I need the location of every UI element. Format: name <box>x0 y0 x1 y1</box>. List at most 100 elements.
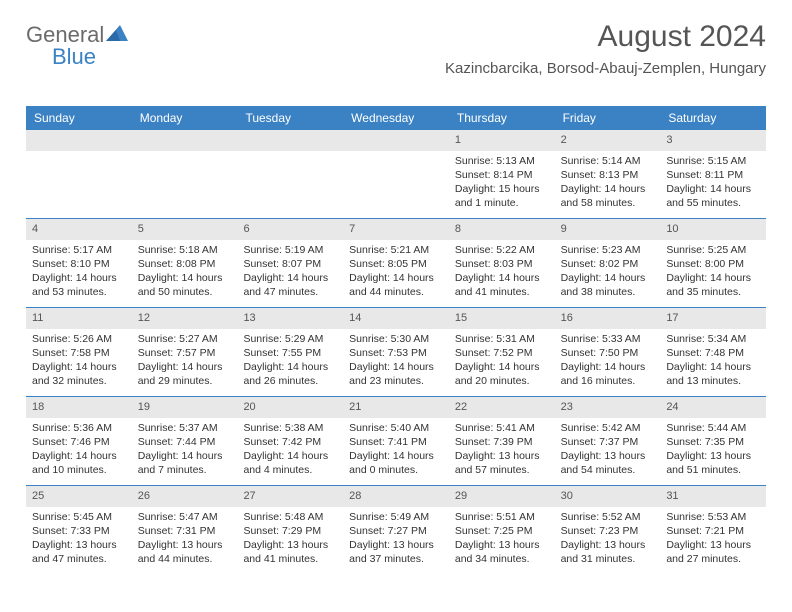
day-number: 12 <box>132 308 238 329</box>
day-daylight1: Daylight: 14 hours <box>349 449 443 463</box>
weekday-header: Monday <box>132 106 238 130</box>
day-number: 23 <box>555 397 661 418</box>
day-cell: 30Sunrise: 5:52 AMSunset: 7:23 PMDayligh… <box>555 486 661 574</box>
day-cell <box>343 130 449 218</box>
day-body: Sunrise: 5:22 AMSunset: 8:03 PMDaylight:… <box>449 240 555 306</box>
day-number <box>343 130 449 151</box>
day-daylight1: Daylight: 15 hours <box>455 182 549 196</box>
day-daylight1: Daylight: 14 hours <box>349 271 443 285</box>
day-sunrise: Sunrise: 5:37 AM <box>138 421 232 435</box>
day-number: 28 <box>343 486 449 507</box>
day-sunset: Sunset: 7:35 PM <box>666 435 760 449</box>
day-number: 9 <box>555 219 661 240</box>
day-sunset: Sunset: 7:39 PM <box>455 435 549 449</box>
day-daylight2: and 29 minutes. <box>138 374 232 388</box>
day-body: Sunrise: 5:51 AMSunset: 7:25 PMDaylight:… <box>449 507 555 573</box>
calendar: SundayMondayTuesdayWednesdayThursdayFrid… <box>26 106 766 574</box>
day-sunset: Sunset: 8:10 PM <box>32 257 126 271</box>
weekday-header: Saturday <box>660 106 766 130</box>
day-body: Sunrise: 5:33 AMSunset: 7:50 PMDaylight:… <box>555 329 661 395</box>
weekday-header-row: SundayMondayTuesdayWednesdayThursdayFrid… <box>26 106 766 130</box>
day-cell: 25Sunrise: 5:45 AMSunset: 7:33 PMDayligh… <box>26 486 132 574</box>
day-number: 8 <box>449 219 555 240</box>
day-cell: 2Sunrise: 5:14 AMSunset: 8:13 PMDaylight… <box>555 130 661 218</box>
day-sunrise: Sunrise: 5:51 AM <box>455 510 549 524</box>
day-daylight2: and 41 minutes. <box>243 552 337 566</box>
day-sunrise: Sunrise: 5:22 AM <box>455 243 549 257</box>
day-sunset: Sunset: 7:44 PM <box>138 435 232 449</box>
day-daylight1: Daylight: 14 hours <box>243 271 337 285</box>
day-body: Sunrise: 5:26 AMSunset: 7:58 PMDaylight:… <box>26 329 132 395</box>
day-sunset: Sunset: 7:53 PM <box>349 346 443 360</box>
weeks-container: 1Sunrise: 5:13 AMSunset: 8:14 PMDaylight… <box>26 130 766 574</box>
day-daylight1: Daylight: 13 hours <box>455 538 549 552</box>
day-body: Sunrise: 5:37 AMSunset: 7:44 PMDaylight:… <box>132 418 238 484</box>
day-daylight1: Daylight: 13 hours <box>561 449 655 463</box>
day-number: 31 <box>660 486 766 507</box>
day-number: 29 <box>449 486 555 507</box>
header-right: August 2024 Kazincbarcika, Borsod-Abauj-… <box>445 20 766 77</box>
day-body: Sunrise: 5:47 AMSunset: 7:31 PMDaylight:… <box>132 507 238 573</box>
day-sunset: Sunset: 8:14 PM <box>455 168 549 182</box>
day-body: Sunrise: 5:21 AMSunset: 8:05 PMDaylight:… <box>343 240 449 306</box>
day-body: Sunrise: 5:52 AMSunset: 7:23 PMDaylight:… <box>555 507 661 573</box>
day-daylight1: Daylight: 13 hours <box>243 538 337 552</box>
day-sunset: Sunset: 7:57 PM <box>138 346 232 360</box>
day-daylight1: Daylight: 14 hours <box>138 360 232 374</box>
day-sunrise: Sunrise: 5:30 AM <box>349 332 443 346</box>
day-sunset: Sunset: 8:11 PM <box>666 168 760 182</box>
day-number: 14 <box>343 308 449 329</box>
day-body: Sunrise: 5:48 AMSunset: 7:29 PMDaylight:… <box>237 507 343 573</box>
day-daylight2: and 4 minutes. <box>243 463 337 477</box>
day-body: Sunrise: 5:53 AMSunset: 7:21 PMDaylight:… <box>660 507 766 573</box>
day-sunrise: Sunrise: 5:40 AM <box>349 421 443 435</box>
day-body: Sunrise: 5:14 AMSunset: 8:13 PMDaylight:… <box>555 151 661 217</box>
day-sunrise: Sunrise: 5:19 AM <box>243 243 337 257</box>
day-sunset: Sunset: 7:21 PM <box>666 524 760 538</box>
day-cell: 8Sunrise: 5:22 AMSunset: 8:03 PMDaylight… <box>449 219 555 307</box>
day-daylight2: and 38 minutes. <box>561 285 655 299</box>
day-daylight2: and 13 minutes. <box>666 374 760 388</box>
day-daylight1: Daylight: 14 hours <box>561 360 655 374</box>
month-title: August 2024 <box>445 20 766 54</box>
day-cell: 29Sunrise: 5:51 AMSunset: 7:25 PMDayligh… <box>449 486 555 574</box>
day-daylight1: Daylight: 14 hours <box>32 271 126 285</box>
day-cell: 9Sunrise: 5:23 AMSunset: 8:02 PMDaylight… <box>555 219 661 307</box>
day-cell: 11Sunrise: 5:26 AMSunset: 7:58 PMDayligh… <box>26 308 132 396</box>
day-sunrise: Sunrise: 5:33 AM <box>561 332 655 346</box>
day-daylight2: and 41 minutes. <box>455 285 549 299</box>
day-cell: 4Sunrise: 5:17 AMSunset: 8:10 PMDaylight… <box>26 219 132 307</box>
day-sunrise: Sunrise: 5:44 AM <box>666 421 760 435</box>
day-daylight2: and 57 minutes. <box>455 463 549 477</box>
day-daylight2: and 37 minutes. <box>349 552 443 566</box>
day-cell: 15Sunrise: 5:31 AMSunset: 7:52 PMDayligh… <box>449 308 555 396</box>
day-daylight1: Daylight: 14 hours <box>666 182 760 196</box>
day-sunset: Sunset: 7:31 PM <box>138 524 232 538</box>
day-number: 16 <box>555 308 661 329</box>
weekday-header: Sunday <box>26 106 132 130</box>
day-cell: 16Sunrise: 5:33 AMSunset: 7:50 PMDayligh… <box>555 308 661 396</box>
day-sunset: Sunset: 8:00 PM <box>666 257 760 271</box>
logo-triangle-icon <box>106 25 128 46</box>
day-sunset: Sunset: 7:29 PM <box>243 524 337 538</box>
day-sunset: Sunset: 7:23 PM <box>561 524 655 538</box>
location-text: Kazincbarcika, Borsod-Abauj-Zemplen, Hun… <box>445 60 766 77</box>
day-daylight2: and 55 minutes. <box>666 196 760 210</box>
day-sunrise: Sunrise: 5:47 AM <box>138 510 232 524</box>
day-daylight2: and 47 minutes. <box>32 552 126 566</box>
day-sunrise: Sunrise: 5:42 AM <box>561 421 655 435</box>
day-number: 27 <box>237 486 343 507</box>
day-daylight2: and 53 minutes. <box>32 285 126 299</box>
weekday-header: Wednesday <box>343 106 449 130</box>
day-daylight2: and 35 minutes. <box>666 285 760 299</box>
day-body: Sunrise: 5:45 AMSunset: 7:33 PMDaylight:… <box>26 507 132 573</box>
day-body: Sunrise: 5:36 AMSunset: 7:46 PMDaylight:… <box>26 418 132 484</box>
day-daylight2: and 32 minutes. <box>32 374 126 388</box>
day-number: 19 <box>132 397 238 418</box>
day-daylight2: and 7 minutes. <box>138 463 232 477</box>
day-sunrise: Sunrise: 5:52 AM <box>561 510 655 524</box>
day-sunrise: Sunrise: 5:34 AM <box>666 332 760 346</box>
day-cell: 3Sunrise: 5:15 AMSunset: 8:11 PMDaylight… <box>660 130 766 218</box>
day-number: 2 <box>555 130 661 151</box>
day-daylight2: and 1 minute. <box>455 196 549 210</box>
